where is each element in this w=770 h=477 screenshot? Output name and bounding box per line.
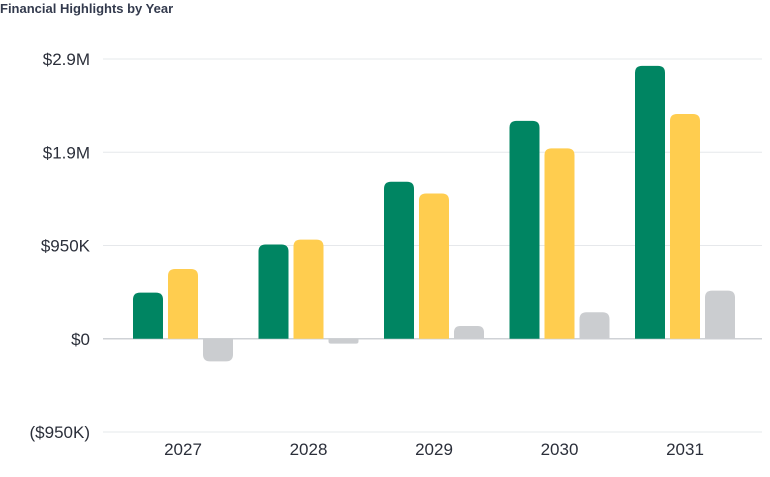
chart-title: Financial Highlights by Year [0, 1, 174, 16]
bar [133, 292, 163, 339]
y-tick-label: ($950K) [30, 423, 90, 442]
bar [544, 148, 575, 339]
x-tick-label: 2029 [415, 440, 453, 459]
bar [168, 269, 198, 339]
bar [384, 181, 414, 339]
bar [579, 312, 610, 339]
bar [203, 338, 233, 362]
x-tick-label: 2028 [290, 440, 328, 459]
bar [635, 65, 665, 339]
bar [258, 244, 289, 339]
x-tick-label: 2027 [164, 440, 202, 459]
bar [670, 113, 700, 339]
bar [328, 338, 359, 344]
y-tick-label: $1.9M [43, 143, 90, 162]
bar [509, 120, 540, 339]
bar [419, 193, 449, 339]
y-tick-label: $950K [41, 237, 91, 256]
x-tick-label: 2030 [541, 440, 579, 459]
bar [454, 325, 484, 339]
y-tick-label: $0 [71, 330, 90, 349]
bar [293, 239, 324, 339]
bar [705, 290, 735, 339]
x-tick-label: 2031 [666, 440, 704, 459]
y-tick-label: $2.9M [43, 50, 90, 69]
